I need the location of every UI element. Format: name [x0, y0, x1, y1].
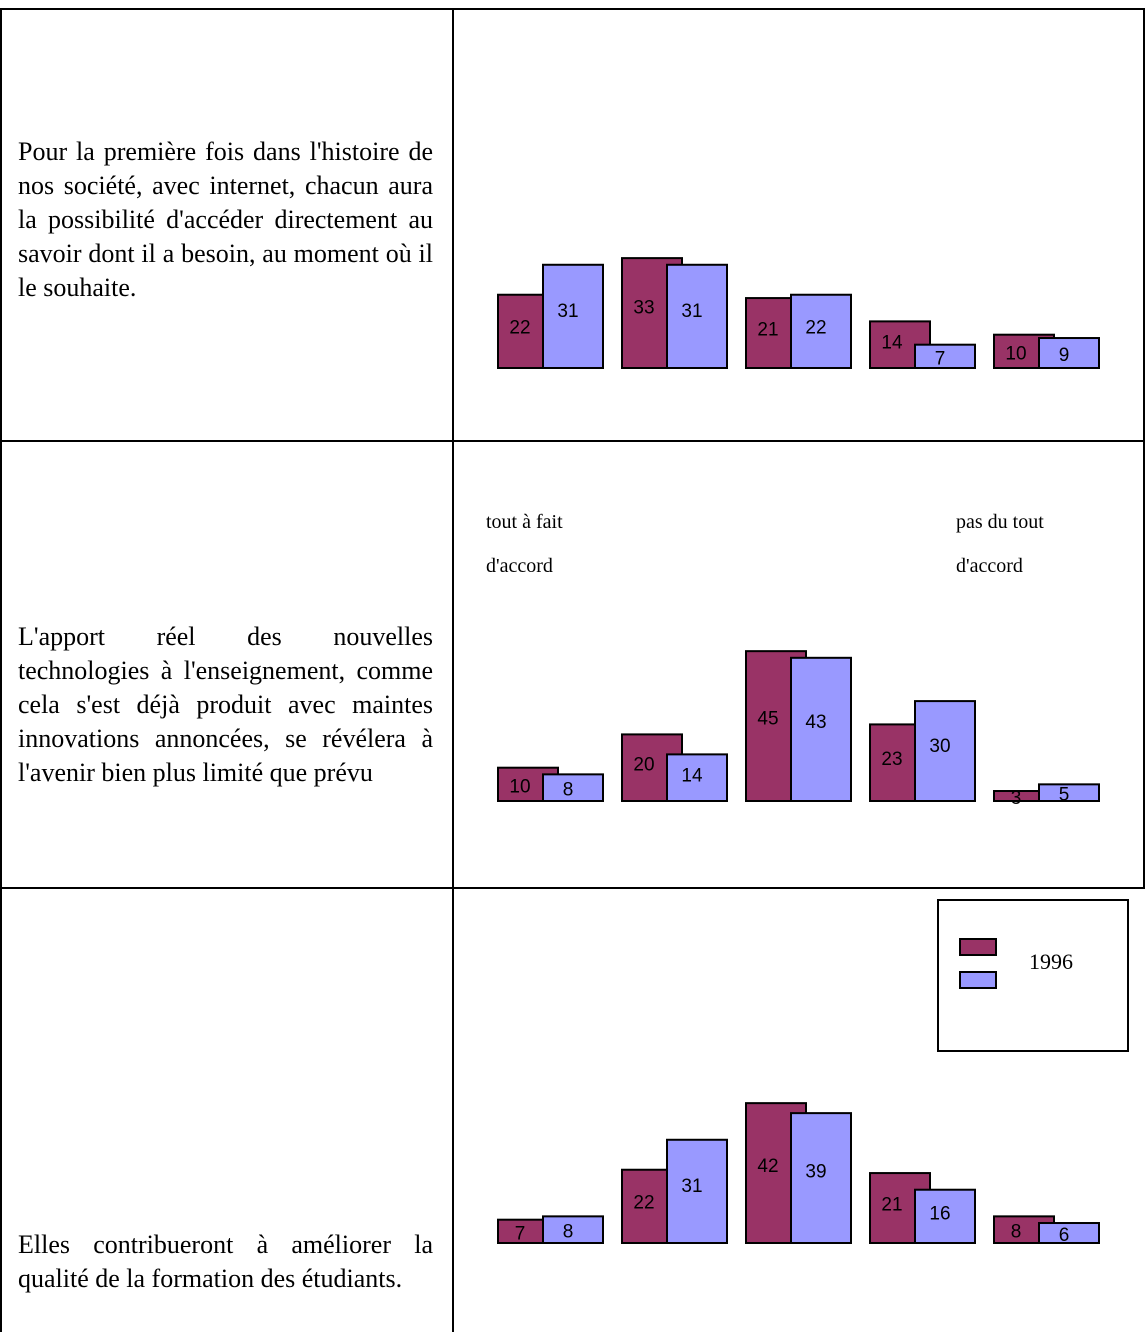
bar-value-label: 30 — [929, 736, 950, 757]
bar-value-label: 22 — [509, 318, 530, 339]
bar-series-2-cat-5 — [1038, 1222, 1100, 1244]
bar-value-label: 39 — [805, 1162, 826, 1183]
table-row-divider-1 — [0, 440, 1145, 442]
bar-value-label: 31 — [681, 1176, 702, 1197]
table-row-divider-2 — [0, 887, 1145, 889]
bar-value-label: 7 — [935, 348, 946, 369]
bar-chart-row-3: 7 22 42 21 8 8 31 39 16 6 — [497, 1102, 1100, 1246]
bar-value-label: 10 — [1005, 343, 1026, 364]
table-border-right — [1143, 8, 1145, 888]
bar-series-2-cat-3 — [790, 1112, 852, 1244]
bar-value-label: 33 — [633, 298, 654, 319]
bar-value-label: 45 — [757, 709, 778, 730]
bar-value-label: 7 — [515, 1223, 526, 1244]
bar-value-label: 14 — [881, 332, 903, 353]
bar-value-label: 10 — [509, 776, 530, 797]
bar-series-2-cat-2 — [666, 753, 728, 803]
bar-value-label: 16 — [929, 1204, 950, 1225]
bar-value-label: 21 — [757, 320, 778, 341]
bar-series-2-cat-4 — [914, 1188, 976, 1244]
bar-chart-row-1: 22 33 21 14 10 31 31 22 7 9 — [497, 257, 1100, 370]
statement-row-3: Elles contribueront à améliorer la quali… — [18, 1230, 433, 1293]
bar-series-2-cat-4 — [914, 700, 976, 803]
chart-legend: 1996 — [937, 899, 1129, 1052]
bar-value-label: 31 — [557, 301, 578, 322]
statement-row-2: L'apport réel des nouvelles technologies… — [18, 622, 433, 787]
bar-value-label: 22 — [805, 318, 826, 339]
bar-series-2-cat-3 — [790, 656, 852, 802]
bar-value-label: 9 — [1059, 345, 1070, 366]
table-column-divider — [452, 8, 454, 1332]
bar-series-2-cat-1 — [542, 773, 604, 802]
bar-series-2-cat-1 — [542, 1215, 604, 1244]
bar-value-label: 8 — [563, 780, 574, 801]
bar-value-label: 22 — [633, 1193, 654, 1214]
bar-value-label: 20 — [633, 754, 654, 775]
bar-series-2-cat-3 — [790, 293, 852, 369]
scale-label-right: pas du tout d'accord — [956, 511, 1044, 577]
bar-chart-row-2: 10 20 45 23 3 8 14 43 30 5 — [497, 650, 1100, 809]
bar-value-label: 6 — [1059, 1225, 1070, 1246]
bar-series-2-cat-4 — [914, 343, 976, 370]
scale-label-left: tout à fait d'accord — [486, 511, 563, 577]
legend-swatch-1996 — [959, 938, 997, 956]
legend-swatch-series-2 — [959, 971, 997, 989]
table-border-top — [0, 8, 1145, 10]
bar-value-label: 8 — [1011, 1222, 1022, 1243]
bar-value-label: 31 — [681, 301, 702, 322]
bar-value-label: 5 — [1059, 785, 1070, 806]
bar-value-label: 8 — [563, 1222, 574, 1243]
bar-value-label: 21 — [881, 1195, 902, 1216]
bar-value-label: 42 — [757, 1156, 778, 1177]
bar-series-2-cat-5 — [1038, 783, 1100, 803]
legend-label-1996: 1996 — [1029, 949, 1073, 974]
table-border-left — [0, 8, 2, 1332]
bar-value-label: 43 — [805, 712, 826, 733]
bar-series-2-cat-5 — [1038, 337, 1100, 369]
bar-series-2-cat-2 — [666, 263, 728, 369]
bar-series-2-cat-2 — [666, 1138, 728, 1245]
bar-value-label: 23 — [881, 749, 902, 770]
bar-value-label: 3 — [1011, 788, 1022, 809]
statement-row-1: Pour la première fois dans l'histoire de… — [18, 137, 433, 302]
bar-value-label: 14 — [681, 765, 703, 786]
bar-series-2-cat-1 — [542, 263, 604, 369]
